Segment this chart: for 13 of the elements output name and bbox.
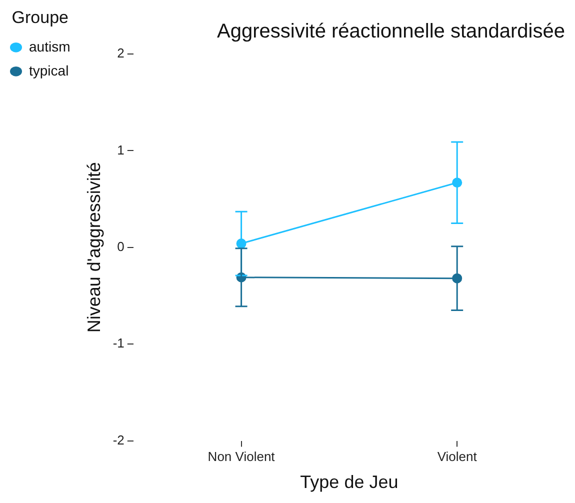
x-tick-label: Non Violent [208,449,276,464]
y-tick-label: -1 [112,336,124,351]
y-tick-label: -2 [112,432,124,448]
legend-label: autism [29,38,70,54]
y-tick-label: 2 [117,46,124,61]
legend-title: Groupe [12,8,68,28]
legend-label: typical [29,62,69,78]
y-axis-title: Niveau d'aggressivité [84,162,104,333]
chart-title: Aggressivité réactionnelle standardisée [217,20,565,43]
x-tick-label: Violent [437,449,478,464]
y-tick-label: 0 [117,238,124,254]
y-tick-label: 1 [117,142,124,158]
x-axis-title: Type de Jeu [300,472,398,492]
